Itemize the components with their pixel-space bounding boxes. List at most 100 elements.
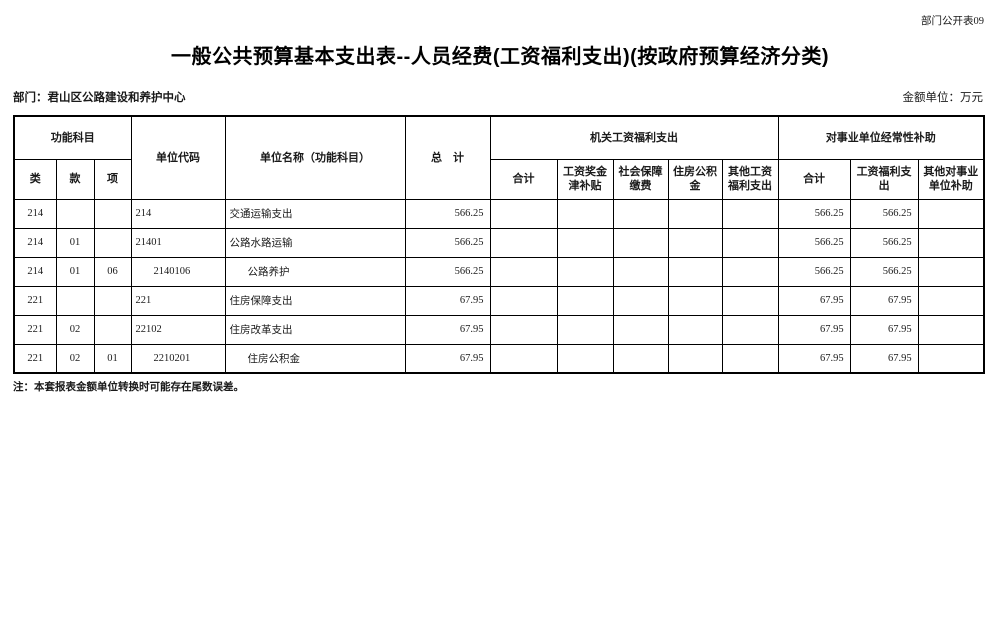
org-welfare-cell-2 — [612, 314, 669, 345]
class-cell: 221 — [13, 285, 57, 316]
inst-subsidy-cell-0: 67.95 — [777, 285, 851, 316]
amount-unit-label: 金额单位：万元 — [902, 92, 984, 104]
table-body: 214 214 交通运输支出 566.25 566.25 566.25 214 01 21401… — [13, 198, 985, 374]
header-col-class: 类 — [13, 158, 57, 200]
item-cell — [93, 314, 132, 345]
unit-code-cell: 21401 — [130, 227, 226, 258]
unit-code-cell: 2140106 — [130, 256, 226, 287]
inst-subsidy-cell-0: 566.25 — [777, 198, 851, 229]
inst-subsidy-cell-2 — [917, 227, 985, 258]
inst-subsidy-cell-1: 566.25 — [849, 198, 919, 229]
department-label: 部门：君山区公路建设和养护中心 — [13, 92, 186, 104]
header-inst-sub-other-subsidy: 其他对事业单位补助 — [917, 158, 985, 200]
grand-total-cell: 67.95 — [404, 285, 491, 316]
class-cell: 214 — [13, 198, 57, 229]
org-welfare-cell-2 — [612, 285, 669, 316]
inst-subsidy-cell-0: 566.25 — [777, 256, 851, 287]
org-welfare-cell-2 — [612, 343, 669, 374]
org-welfare-cell-4 — [721, 343, 779, 374]
org-welfare-cell-0 — [489, 256, 558, 287]
inst-subsidy-cell-2 — [917, 198, 985, 229]
section-cell: 01 — [55, 227, 95, 258]
section-cell — [55, 285, 95, 316]
org-welfare-cell-3 — [667, 256, 723, 287]
class-cell: 221 — [13, 314, 57, 345]
header-functional-subject-group: 功能科目 — [13, 115, 132, 160]
org-welfare-cell-1 — [556, 314, 614, 345]
org-welfare-cell-1 — [556, 285, 614, 316]
unit-code-cell: 22102 — [130, 314, 226, 345]
section-cell — [55, 198, 95, 229]
header-org-wage-welfare-group: 机关工资福利支出 — [489, 115, 779, 160]
grand-total-cell: 566.25 — [404, 198, 491, 229]
budget-table: 功能科目 单位代码 单位名称（功能科目） 总 计 机关工资福利支出 对事业单位经… — [13, 115, 986, 374]
unit-name-cell: 交通运输支出 — [224, 198, 406, 229]
unit-name-cell: 公路养护 — [224, 256, 406, 287]
inst-subsidy-cell-1: 67.95 — [849, 314, 919, 345]
table-header: 功能科目 单位代码 单位名称（功能科目） 总 计 机关工资福利支出 对事业单位经… — [13, 115, 985, 200]
section-cell: 02 — [55, 314, 95, 345]
org-welfare-cell-0 — [489, 285, 558, 316]
class-cell: 221 — [13, 343, 57, 374]
header-col-item: 项 — [93, 158, 132, 200]
inst-subsidy-cell-0: 67.95 — [777, 343, 851, 374]
inst-subsidy-cell-2 — [917, 256, 985, 287]
org-welfare-cell-1 — [556, 198, 614, 229]
header-col-section: 款 — [55, 158, 95, 200]
header-institution-subsidy-group: 对事业单位经常性补助 — [777, 115, 985, 160]
org-welfare-cell-0 — [489, 198, 558, 229]
org-welfare-cell-3 — [667, 285, 723, 316]
inst-subsidy-cell-1: 67.95 — [849, 343, 919, 374]
org-welfare-cell-1 — [556, 227, 614, 258]
page-title: 一般公共预算基本支出表--人员经费(工资福利支出)(按政府预算经济分类) — [171, 46, 829, 68]
header-org-sub-total: 合计 — [489, 158, 558, 200]
unit-code-cell: 221 — [130, 285, 226, 316]
org-welfare-cell-2 — [612, 256, 669, 287]
org-welfare-cell-4 — [721, 227, 779, 258]
class-cell: 214 — [13, 256, 57, 287]
inst-subsidy-cell-2 — [917, 285, 985, 316]
unit-name-cell: 住房改革支出 — [224, 314, 406, 345]
org-welfare-cell-1 — [556, 256, 614, 287]
inst-subsidy-cell-2 — [917, 314, 985, 345]
header-org-sub-social-security: 社会保障缴费 — [612, 158, 669, 200]
org-welfare-cell-4 — [721, 285, 779, 316]
corner-table-number: 部门公开表09 — [921, 16, 984, 27]
item-cell: 06 — [93, 256, 132, 287]
item-cell: 01 — [93, 343, 132, 374]
header-inst-sub-wage-welfare: 工资福利支出 — [849, 158, 919, 200]
unit-name-cell: 住房公积金 — [224, 343, 406, 374]
table-row: 214 214 交通运输支出 566.25 566.25 566.25 — [13, 198, 985, 229]
inst-subsidy-cell-2 — [917, 343, 985, 374]
table-row: 221 02 01 2210201 住房公积金 67.95 67.95 67.95 — [13, 343, 985, 374]
org-welfare-cell-2 — [612, 198, 669, 229]
grand-total-cell: 566.25 — [404, 227, 491, 258]
header-org-sub-wage-bonus: 工资奖金津补贴 — [556, 158, 614, 200]
grand-total-cell: 67.95 — [404, 314, 491, 345]
section-cell: 01 — [55, 256, 95, 287]
header-org-sub-housing-fund: 住房公积金 — [667, 158, 723, 200]
class-cell: 214 — [13, 227, 57, 258]
grand-total-cell: 67.95 — [404, 343, 491, 374]
header-grand-total: 总 计 — [404, 115, 491, 200]
org-welfare-cell-3 — [667, 227, 723, 258]
header-unit-code: 单位代码 — [130, 115, 226, 200]
inst-subsidy-cell-0: 67.95 — [777, 314, 851, 345]
table-row: 221 02 22102 住房改革支出 67.95 67.95 67.95 — [13, 314, 985, 345]
org-welfare-cell-0 — [489, 314, 558, 345]
inst-subsidy-cell-1: 566.25 — [849, 227, 919, 258]
inst-subsidy-cell-0: 566.25 — [777, 227, 851, 258]
table-row: 214 01 06 2140106 公路养护 566.25 566.25 566.25 — [13, 256, 985, 287]
inst-subsidy-cell-1: 566.25 — [849, 256, 919, 287]
org-welfare-cell-4 — [721, 198, 779, 229]
table-row: 214 01 21401 公路水路运输 566.25 566.25 566.25 — [13, 227, 985, 258]
item-cell — [93, 227, 132, 258]
org-welfare-cell-0 — [489, 343, 558, 374]
table-row: 221 221 住房保障支出 67.95 67.95 67.95 — [13, 285, 985, 316]
org-welfare-cell-3 — [667, 343, 723, 374]
header-inst-sub-total: 合计 — [777, 158, 851, 200]
grand-total-cell: 566.25 — [404, 256, 491, 287]
unit-name-cell: 公路水路运输 — [224, 227, 406, 258]
org-welfare-cell-3 — [667, 198, 723, 229]
